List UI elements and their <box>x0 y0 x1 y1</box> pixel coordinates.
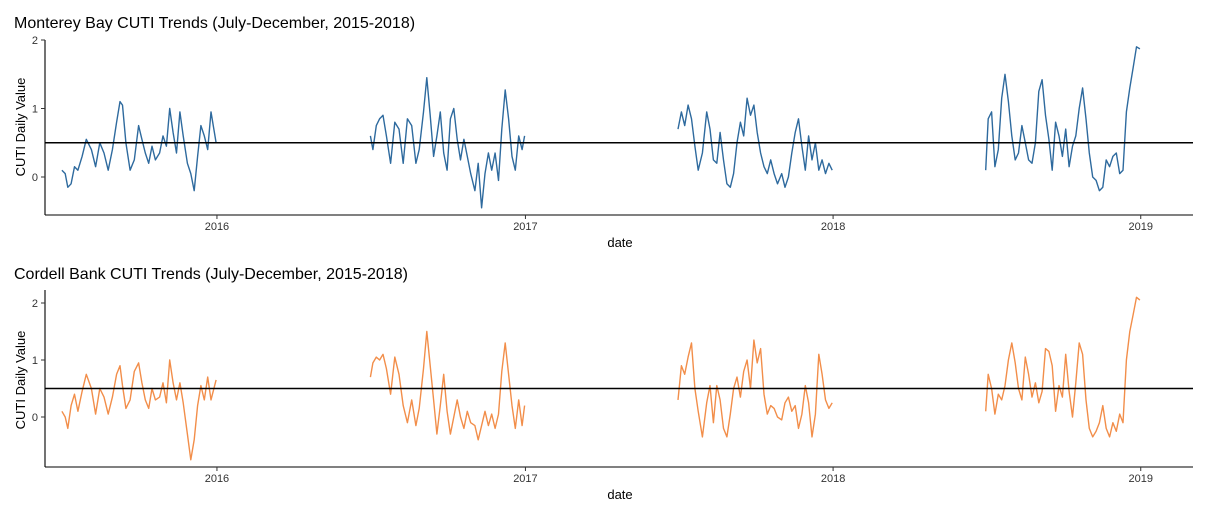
cordell-x-tick-label: 2018 <box>821 473 845 485</box>
cordell-y-tick-label: 0 <box>32 412 38 424</box>
cordell-x-tick-label: 2017 <box>513 473 537 485</box>
cordell-panel: Cordell Bank CUTI Trends (July-December,… <box>13 266 1193 502</box>
cordell-series-line-0 <box>61 359 217 461</box>
monterey-x-axis-label: date <box>607 235 632 250</box>
cordell-series-line-2 <box>677 339 833 438</box>
cordell-y-axis-label: CUTI Daily Value <box>13 331 28 430</box>
monterey-x-tick-label: 2016 <box>205 221 229 233</box>
monterey-chart-title: Monterey Bay CUTI Trends (July-December,… <box>14 15 415 32</box>
cordell-series-line-3 <box>985 296 1141 438</box>
monterey-x-tick-label: 2019 <box>1128 221 1152 233</box>
monterey-y-tick-label: 2 <box>32 35 38 47</box>
cordell-y-tick-label: 2 <box>32 298 38 310</box>
monterey-series-line-0 <box>61 100 217 192</box>
cordell-x-axis-label: date <box>607 487 632 502</box>
cordell-chart-title: Cordell Bank CUTI Trends (July-December,… <box>14 266 408 283</box>
cordell-y-tick-label: 1 <box>32 355 38 367</box>
monterey-y-axis-label: CUTI Daily Value <box>13 78 28 177</box>
monterey-series-line-2 <box>677 97 833 189</box>
cordell-series-line-1 <box>369 330 526 441</box>
monterey-panel: Monterey Bay CUTI Trends (July-December,… <box>13 15 1193 250</box>
cordell-x-tick-label: 2016 <box>205 473 229 485</box>
cordell-x-tick-label: 2019 <box>1128 473 1152 485</box>
monterey-y-tick-label: 1 <box>32 104 38 116</box>
monterey-series-line-1 <box>369 76 526 209</box>
monterey-x-tick-label: 2018 <box>821 221 845 233</box>
monterey-x-tick-label: 2017 <box>513 221 537 233</box>
monterey-series-line-3 <box>985 46 1141 192</box>
monterey-y-tick-label: 0 <box>32 172 38 184</box>
